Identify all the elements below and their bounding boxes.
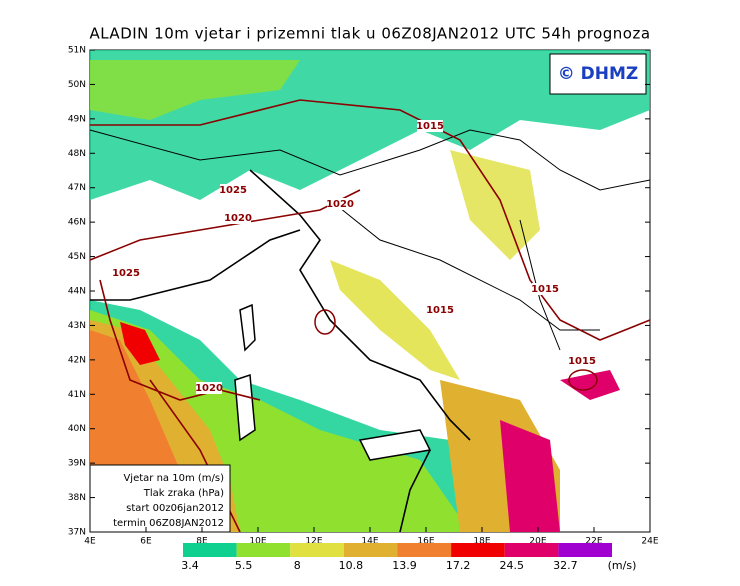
isobar-label-bg — [220, 184, 246, 196]
lat-label: 41N — [68, 390, 86, 400]
wind-field — [560, 370, 620, 400]
isobar-label: 1025 — [219, 185, 247, 196]
lat-label: 43N — [68, 321, 86, 331]
legend-unit: (m/s) — [608, 559, 637, 572]
logo-box — [549, 53, 647, 95]
legend-swatch — [558, 543, 612, 557]
lon-label: 10E — [249, 537, 266, 547]
info-line: start 00z06jan2012 — [126, 503, 224, 514]
lat-label: 42N — [68, 355, 86, 365]
legend-swatch — [290, 543, 344, 557]
legend-label: 8 — [294, 559, 301, 572]
isobar — [314, 309, 336, 335]
isobar — [568, 369, 598, 391]
lat-label: 50N — [68, 80, 86, 90]
isobar-label: 1025 — [112, 268, 140, 279]
lat-label: 44N — [68, 287, 86, 297]
isobar-label: 1020 — [224, 213, 252, 224]
isobar-label-bg — [417, 120, 443, 132]
map-area — [89, 49, 651, 533]
legend-label: 10.8 — [339, 559, 364, 572]
border — [89, 129, 651, 351]
island — [234, 303, 432, 461]
map-title: ALADIN 10m vjetar i prizemni tlak u 06Z0… — [89, 25, 650, 43]
axes: 51N 50N 49N 48N 47N 46N 45N 44N 43N 42N 41N 40N 39N 3… — [68, 46, 659, 547]
lat-label: 45N — [68, 252, 86, 262]
legend-label: 24.5 — [500, 559, 525, 572]
lat-label: 49N — [68, 114, 86, 124]
isobar-label-bg — [196, 382, 222, 394]
legend-swatch — [397, 543, 452, 557]
legend-swatch — [236, 543, 291, 557]
lat-label: 51N — [68, 46, 86, 56]
isobar-label-bg — [225, 212, 251, 224]
lon-label: 6E — [140, 537, 152, 547]
legend-label: 5.5 — [235, 559, 253, 572]
lon-label: 22E — [585, 537, 602, 547]
isobar — [89, 99, 651, 533]
color-legend: 3.4 5.5 8 10.8 13.9 17.2 24.5 32.7 (m/s) — [181, 543, 636, 572]
isobar-label: 1015 — [568, 356, 596, 367]
lon-label: 24E — [641, 537, 658, 547]
wind-field — [330, 260, 460, 380]
isobar-label: 1020 — [326, 199, 354, 210]
lat-label: 39N — [68, 459, 86, 469]
legend-label: 32.7 — [553, 559, 578, 572]
lon-label: 8E — [196, 537, 208, 547]
isobar-label-bg — [327, 198, 353, 210]
isobar-label: 1015 — [416, 121, 444, 132]
info-line: Tlak zraka (hPa) — [143, 488, 224, 499]
logo: © DHMZ — [558, 64, 639, 84]
wind-field — [120, 322, 160, 365]
isobar-label: 1020 — [195, 383, 223, 394]
info-box — [89, 464, 231, 533]
isobar-label-bg — [569, 355, 595, 367]
legend-label: 3.4 — [181, 559, 199, 572]
lat-label: 37N — [68, 528, 86, 538]
isobar-label-bg — [532, 283, 558, 295]
lon-label: 18E — [473, 537, 490, 547]
lat-label: 48N — [68, 149, 86, 159]
lon-label: 12E — [305, 537, 322, 547]
lon-label: 20E — [529, 537, 546, 547]
wind-field — [90, 310, 470, 532]
legend-swatch — [183, 543, 237, 557]
legend-label: 13.9 — [392, 559, 417, 572]
info-text: Vjetar na 10m (m/s) Tlak zraka (hPa) start… — [113, 473, 224, 529]
legend-swatch — [451, 543, 505, 557]
info-line: Vjetar na 10m (m/s) — [123, 473, 224, 484]
isobar-label: 1015 — [531, 284, 559, 295]
info-line: termin 06Z08JAN2012 — [113, 518, 224, 529]
legend-swatch — [343, 543, 398, 557]
isobar-labels: 1015 1025 1020 1020 1025 1015 1015 1015 1020 — [112, 120, 596, 394]
lat-label: 40N — [68, 424, 86, 434]
legend-label: 17.2 — [446, 559, 471, 572]
wind-field — [90, 60, 300, 120]
lon-label: 4E — [84, 537, 96, 547]
isobar-label-bg — [113, 267, 139, 279]
lat-label: 38N — [68, 493, 86, 503]
lon-label: 16E — [417, 537, 434, 547]
isobar-label: 1015 — [426, 305, 454, 316]
lat-label: 47N — [68, 183, 86, 193]
lat-label: 46N — [68, 218, 86, 228]
wind-field — [450, 150, 540, 260]
wind-field — [500, 420, 560, 532]
lon-label: 14E — [361, 537, 378, 547]
isobar-label-bg — [427, 304, 453, 316]
coastline — [90, 169, 471, 533]
legend-swatch — [504, 543, 559, 557]
